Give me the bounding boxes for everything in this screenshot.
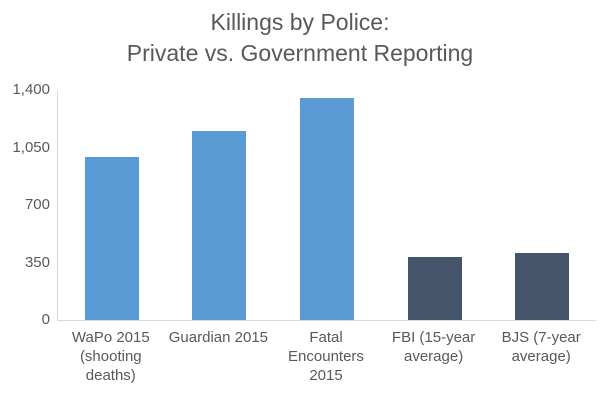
y-tick-label-350: 350 bbox=[24, 253, 50, 271]
x-tick-label-bjs-7-year-average: BJS (7-year average) bbox=[501, 329, 581, 365]
bar-guardian-2015 bbox=[192, 131, 247, 320]
x-tick-label-wapo-2015-shooting-deaths: WaPo 2015 (shooting deaths) bbox=[71, 329, 150, 384]
bar-bjs-7-year-average bbox=[515, 253, 570, 320]
chart-title: Killings by Police: Private vs. Governme… bbox=[126, 9, 474, 66]
bar-wapo-2015-shooting-deaths bbox=[84, 157, 139, 320]
x-tick-label-fatal-encounters-2015: Fatal Encounters 2015 bbox=[288, 329, 364, 384]
plot-area bbox=[57, 90, 596, 321]
x-tick-label-guardian-2015: Guardian 2015 bbox=[168, 329, 269, 346]
bar-fbi-15-year-average bbox=[407, 257, 462, 320]
y-tick-label-700: 700 bbox=[24, 196, 50, 213]
bar-fatal-encounters-2015 bbox=[300, 98, 354, 320]
y-tick-label-0: 0 bbox=[41, 311, 50, 328]
y-tick-label-1-050: 1,050 bbox=[12, 138, 50, 156]
y-tick-label-1-400: 1,400 bbox=[12, 81, 50, 98]
x-tick-label-fbi-15-year-average: FBI (15-year average) bbox=[391, 329, 476, 365]
